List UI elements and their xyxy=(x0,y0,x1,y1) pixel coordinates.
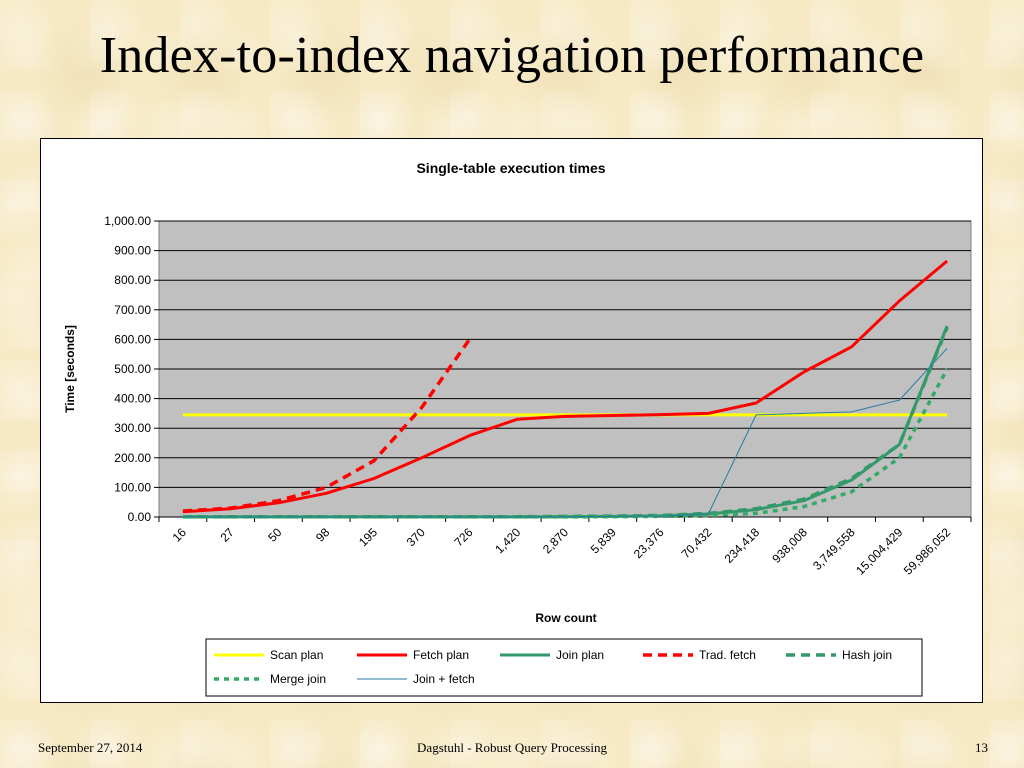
slide-title: Index-to-index navigation performance xyxy=(99,27,925,84)
y-tick-label: 1,000.00 xyxy=(104,214,151,228)
y-tick-label: 900.00 xyxy=(114,244,151,258)
y-tick-label: 800.00 xyxy=(114,273,151,287)
legend-label: Scan plan xyxy=(270,648,323,662)
y-tick-label: 300.00 xyxy=(114,421,151,435)
chart-title: Single-table execution times xyxy=(416,160,605,176)
y-tick-label: 0.00 xyxy=(128,510,152,524)
series-line-trad-fetch xyxy=(182,338,471,513)
legend-label: Merge join xyxy=(270,672,326,686)
line-chart: Single-table execution times 0.00 100.00 2… xyxy=(63,160,972,697)
y-tick-label: 200.00 xyxy=(114,451,151,465)
x-tick-label: 2,870 xyxy=(540,525,571,556)
chart-container: Single-table execution times 0.00 100.00 2… xyxy=(40,138,983,703)
y-tick-label: 100.00 xyxy=(114,480,151,494)
x-tick-label: 195 xyxy=(356,525,380,549)
footer-date: September 27, 2014 xyxy=(38,740,143,755)
legend-label: Hash join xyxy=(842,648,892,662)
x-tick-label: 15,004,429 xyxy=(853,525,906,578)
x-tick-label: 23,376 xyxy=(631,525,667,561)
y-axis-ticks: 0.00 100.00 200.00 300.00 400.00 500.00 600.00… xyxy=(104,214,159,524)
y-tick-label: 400.00 xyxy=(114,392,151,406)
x-tick-label: 16 xyxy=(170,525,190,545)
series-line-fetch-plan xyxy=(182,259,949,514)
legend-box xyxy=(205,638,923,697)
x-tick-label: 938,008 xyxy=(769,525,810,566)
x-tick-label: 50 xyxy=(265,525,285,545)
x-tick-label: 726 xyxy=(452,525,476,549)
plot-area xyxy=(158,220,972,518)
legend-label: Trad. fetch xyxy=(699,648,756,662)
legend: Scan plan Fetch plan Join plan Trad. fetch H… xyxy=(205,638,923,697)
legend-label: Join plan xyxy=(556,648,604,662)
series-line-join-fetch xyxy=(182,347,948,518)
x-axis-label: Row count xyxy=(535,611,596,625)
y-tick-label: 700.00 xyxy=(114,303,151,317)
x-tick-label: 3,749,558 xyxy=(810,525,858,573)
series-lines xyxy=(182,259,949,519)
x-tick-label: 370 xyxy=(404,525,428,549)
y-axis-label: Time [seconds] xyxy=(63,325,77,413)
footer-title: Dagstuhl - Robust Query Processing xyxy=(417,740,607,755)
legend-label: Join + fetch xyxy=(413,672,475,686)
page-number: 13 xyxy=(975,740,988,755)
y-tick-label: 600.00 xyxy=(114,332,151,346)
x-tick-label: 59,986,052 xyxy=(901,525,954,578)
x-tick-label: 1,420 xyxy=(492,525,523,556)
y-tick-label: 500.00 xyxy=(114,362,151,376)
legend-label: Fetch plan xyxy=(413,648,469,662)
x-tick-label: 98 xyxy=(313,525,333,545)
x-tick-label: 70,432 xyxy=(679,525,715,561)
x-tick-label: 27 xyxy=(217,525,237,545)
x-axis-ticks: 16 27 50 98 195 370 726 1,420 2,870 5,839 23,376 70… xyxy=(158,516,972,578)
x-tick-label: 234,418 xyxy=(722,525,763,566)
x-tick-label: 5,839 xyxy=(588,525,619,556)
